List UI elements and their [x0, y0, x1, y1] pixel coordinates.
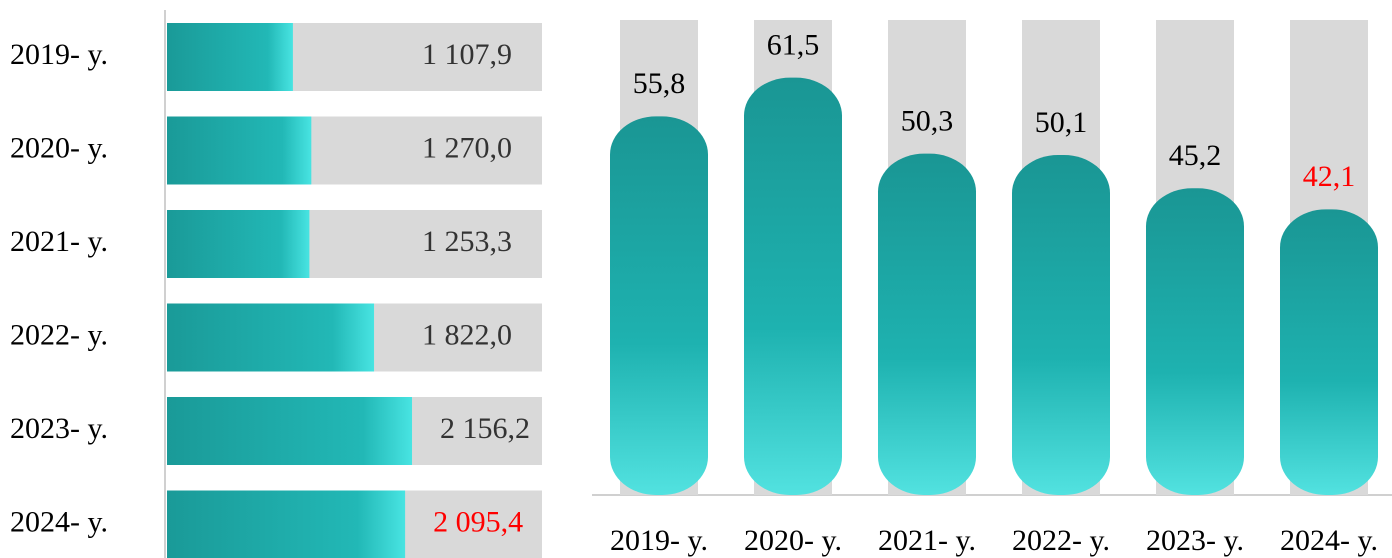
category-label: 2020- y. [10, 131, 108, 164]
bar [167, 397, 413, 465]
value-label: 1 107,9 [422, 38, 512, 71]
category-label: 2019- y. [610, 524, 708, 557]
category-label: 2021- y. [10, 225, 108, 258]
bar [167, 116, 312, 185]
value-label: 45,2 [1169, 139, 1222, 172]
bar [167, 210, 310, 278]
bar [167, 303, 375, 372]
bar [167, 23, 293, 91]
category-label: 2022- y. [10, 318, 108, 351]
category-label: 2022- y. [1012, 524, 1110, 557]
value-label: 1 270,0 [422, 131, 512, 164]
bar [167, 490, 406, 558]
bar [1146, 188, 1244, 496]
bar [610, 116, 708, 495]
category-label: 2024- y. [1280, 524, 1378, 557]
value-label: 61,5 [767, 29, 820, 62]
value-label: 1 253,3 [422, 225, 512, 258]
category-label: 2019- y. [10, 38, 108, 71]
value-label: 50,1 [1035, 106, 1088, 139]
bar [1012, 155, 1110, 496]
value-label: 50,3 [901, 105, 954, 138]
value-label: 2 156,2 [440, 412, 530, 445]
value-label: 2 095,4 [433, 505, 523, 538]
value-label: 55,8 [633, 67, 686, 100]
value-label: 1 822,0 [422, 318, 512, 351]
bar [878, 153, 976, 495]
category-label: 2023- y. [10, 412, 108, 445]
bar [744, 77, 842, 495]
category-label: 2024- y. [10, 505, 108, 538]
category-label: 2023- y. [1146, 524, 1244, 557]
value-label: 42,1 [1303, 160, 1356, 193]
category-label: 2021- y. [878, 524, 976, 557]
category-label: 2020- y. [744, 524, 842, 557]
bar [1280, 209, 1378, 496]
